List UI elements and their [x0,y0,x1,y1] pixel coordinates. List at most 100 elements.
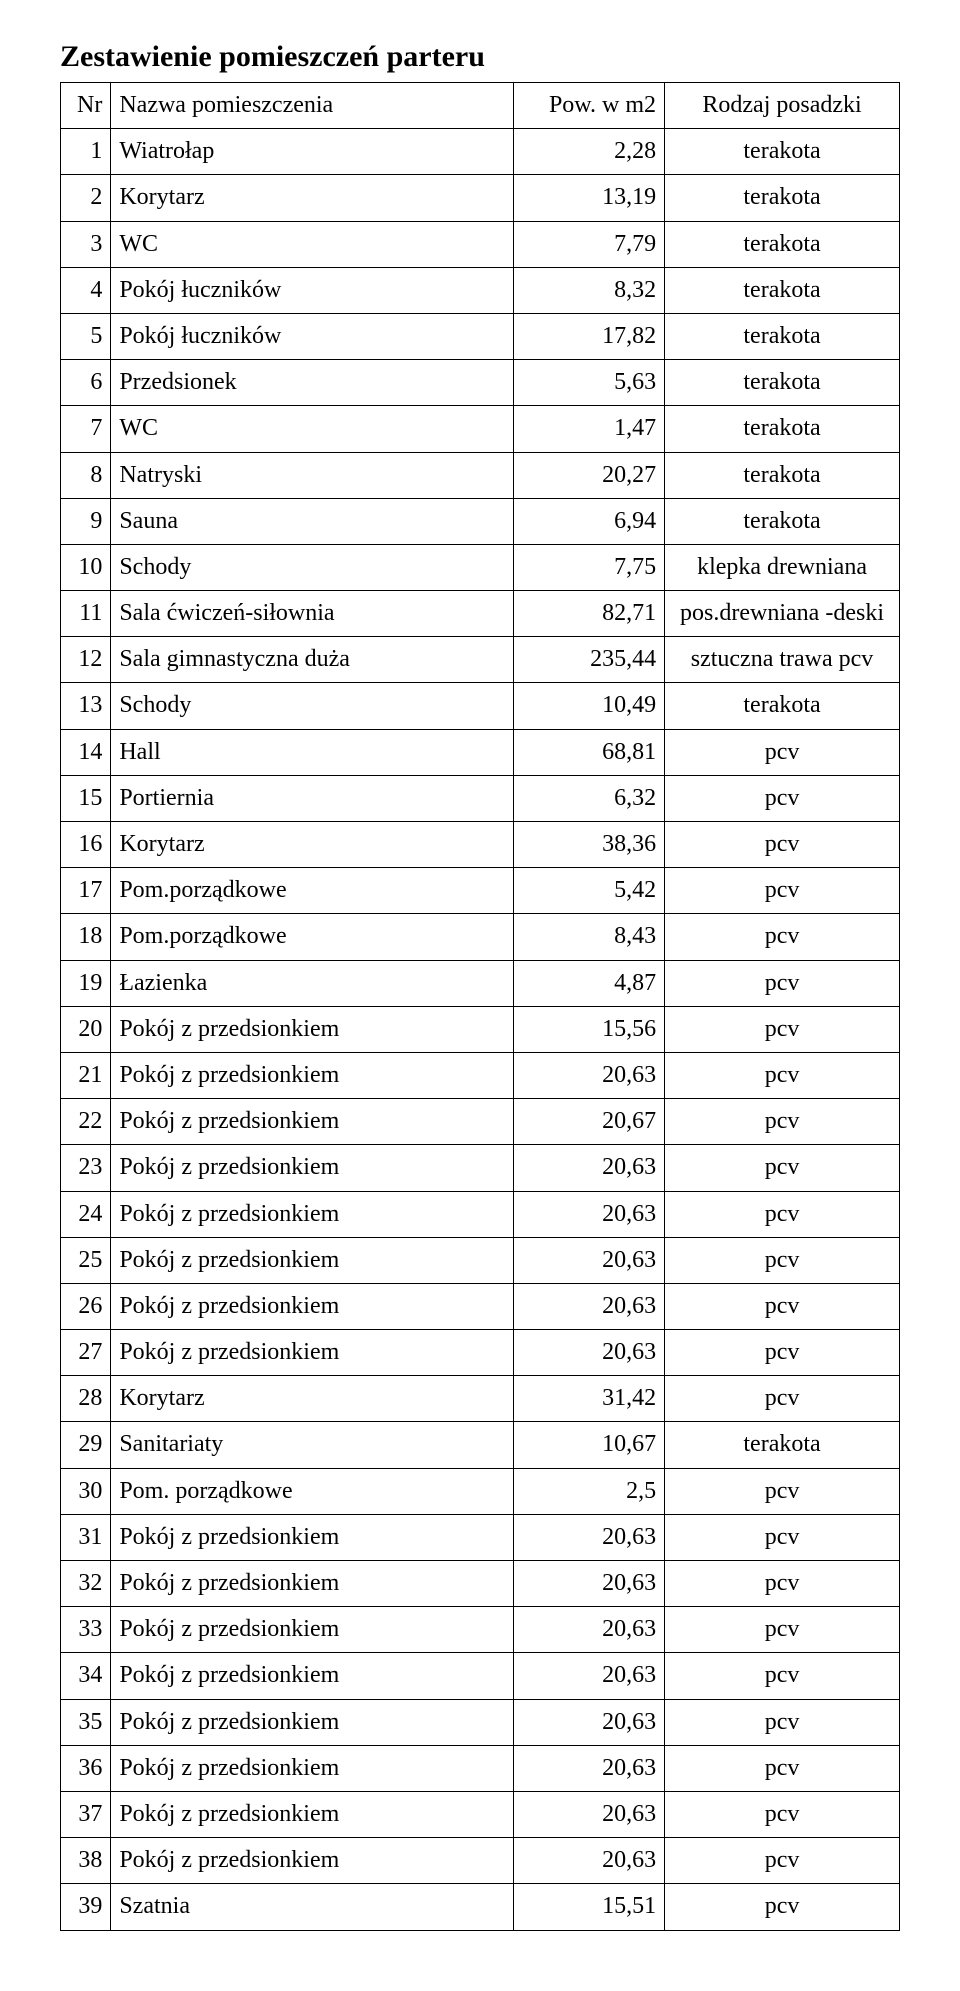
cell-nr: 8 [61,452,111,498]
page: Zestawienie pomieszczeń parteru Nr Nazwa… [0,0,960,1991]
cell-nr: 3 [61,221,111,267]
cell-nr: 27 [61,1330,111,1376]
cell-nr: 18 [61,914,111,960]
cell-pow: 1,47 [514,406,665,452]
cell-nr: 22 [61,1099,111,1145]
cell-nr: 12 [61,637,111,683]
cell-nr: 2 [61,175,111,221]
table-row: 35Pokój z przedsionkiem20,63pcv [61,1699,900,1745]
cell-rodzaj: pos.drewniana -deski [665,591,900,637]
cell-pow: 20,63 [514,1653,665,1699]
cell-rodzaj: terakota [665,498,900,544]
cell-pow: 38,36 [514,822,665,868]
cell-nr: 30 [61,1468,111,1514]
table-row: 8Natryski20,27terakota [61,452,900,498]
cell-name: Pokój z przedsionkiem [111,1607,514,1653]
table-body: 1Wiatrołap2,28terakota2Korytarz13,19tera… [61,129,900,1930]
table-row: 25Pokój z przedsionkiem20,63pcv [61,1237,900,1283]
cell-nr: 35 [61,1699,111,1745]
cell-pow: 20,63 [514,1191,665,1237]
cell-rodzaj: pcv [665,1376,900,1422]
table-row: 7WC1,47terakota [61,406,900,452]
cell-nr: 20 [61,1006,111,1052]
cell-rodzaj: terakota [665,406,900,452]
page-title: Zestawienie pomieszczeń parteru [60,40,900,74]
cell-nr: 33 [61,1607,111,1653]
table-head: Nr Nazwa pomieszczenia Pow. w m2 Rodzaj … [61,83,900,129]
table-row: 4Pokój łuczników8,32terakota [61,267,900,313]
cell-name: Natryski [111,452,514,498]
cell-nr: 14 [61,729,111,775]
cell-nr: 5 [61,313,111,359]
table-row: 39Szatnia15,51pcv [61,1884,900,1930]
table-row: 28Korytarz31,42pcv [61,1376,900,1422]
cell-nr: 34 [61,1653,111,1699]
cell-pow: 15,51 [514,1884,665,1930]
cell-name: Pokój z przedsionkiem [111,1237,514,1283]
cell-pow: 10,67 [514,1422,665,1468]
table-row: 23Pokój z przedsionkiem20,63pcv [61,1145,900,1191]
cell-nr: 28 [61,1376,111,1422]
cell-pow: 2,28 [514,129,665,175]
cell-pow: 20,63 [514,1145,665,1191]
cell-name: Pokój z przedsionkiem [111,1145,514,1191]
cell-name: Korytarz [111,822,514,868]
cell-pow: 20,63 [514,1745,665,1791]
table-row: 34Pokój z przedsionkiem20,63pcv [61,1653,900,1699]
cell-name: Pom. porządkowe [111,1468,514,1514]
table-row: 13Schody10,49terakota [61,683,900,729]
cell-nr: 10 [61,544,111,590]
cell-rodzaj: terakota [665,175,900,221]
cell-nr: 38 [61,1838,111,1884]
cell-rodzaj: pcv [665,1653,900,1699]
cell-name: Pokój łuczników [111,313,514,359]
cell-rodzaj: pcv [665,1006,900,1052]
cell-rodzaj: pcv [665,1330,900,1376]
cell-name: Przedsionek [111,360,514,406]
cell-name: Pokój z przedsionkiem [111,1653,514,1699]
cell-rodzaj: pcv [665,1514,900,1560]
cell-nr: 1 [61,129,111,175]
cell-pow: 5,42 [514,868,665,914]
cell-name: Sala ćwiczeń-siłownia [111,591,514,637]
cell-name: Pom.porządkowe [111,868,514,914]
cell-rodzaj: pcv [665,1283,900,1329]
cell-name: Pokój z przedsionkiem [111,1561,514,1607]
cell-nr: 23 [61,1145,111,1191]
cell-pow: 17,82 [514,313,665,359]
cell-pow: 4,87 [514,960,665,1006]
cell-rodzaj: pcv [665,1699,900,1745]
table-row: 29Sanitariaty10,67terakota [61,1422,900,1468]
cell-nr: 31 [61,1514,111,1560]
cell-name: Pokój z przedsionkiem [111,1052,514,1098]
cell-rodzaj: pcv [665,822,900,868]
cell-name: Sanitariaty [111,1422,514,1468]
cell-name: Pokój z przedsionkiem [111,1283,514,1329]
cell-pow: 82,71 [514,591,665,637]
cell-pow: 6,94 [514,498,665,544]
cell-name: Pokój z przedsionkiem [111,1191,514,1237]
cell-rodzaj: terakota [665,267,900,313]
cell-rodzaj: pcv [665,1237,900,1283]
cell-name: Pom.porządkowe [111,914,514,960]
cell-name: Wiatrołap [111,129,514,175]
cell-nr: 17 [61,868,111,914]
cell-name: Schody [111,683,514,729]
cell-pow: 20,63 [514,1561,665,1607]
cell-name: Pokój z przedsionkiem [111,1838,514,1884]
table-row: 6Przedsionek5,63terakota [61,360,900,406]
cell-rodzaj: pcv [665,960,900,1006]
cell-name: Pokój z przedsionkiem [111,1699,514,1745]
cell-pow: 8,32 [514,267,665,313]
table-row: 17Pom.porządkowe5,42pcv [61,868,900,914]
cell-rodzaj: terakota [665,1422,900,1468]
table-row: 21Pokój z przedsionkiem20,63pcv [61,1052,900,1098]
cell-rodzaj: klepka drewniana [665,544,900,590]
table-row: 10Schody7,75klepka drewniana [61,544,900,590]
cell-name: Sauna [111,498,514,544]
cell-rodzaj: terakota [665,313,900,359]
cell-rodzaj: pcv [665,1838,900,1884]
cell-rodzaj: terakota [665,129,900,175]
table-row: 33Pokój z przedsionkiem20,63pcv [61,1607,900,1653]
cell-name: Hall [111,729,514,775]
